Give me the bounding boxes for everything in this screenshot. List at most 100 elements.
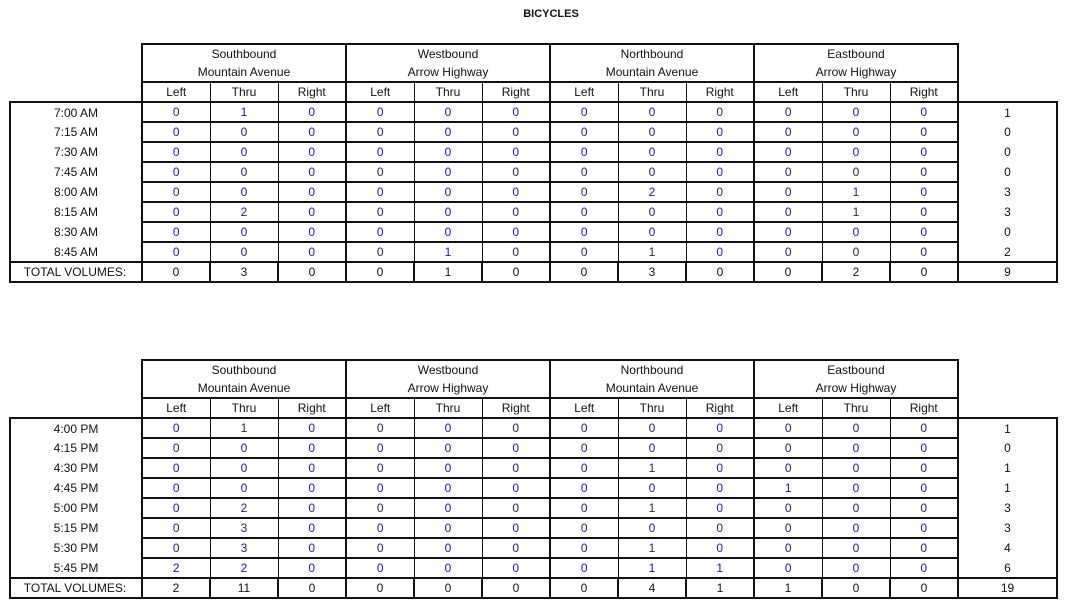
time-label: 7:00 AM (9, 101, 143, 122)
count-cell: 2 (617, 181, 687, 203)
count-cell: 0 (413, 497, 483, 519)
movement-header: Thru (209, 81, 279, 103)
count-cell: 0 (141, 161, 211, 183)
approach-direction: Southbound (211, 363, 277, 377)
count-cell: 0 (821, 141, 891, 163)
count-cell: 0 (889, 417, 959, 439)
count-cell: 0 (549, 201, 619, 223)
count-cell: 0 (549, 417, 619, 439)
count-cell: 0 (277, 161, 347, 183)
approach-header: Eastbound Arrow Highway (753, 43, 959, 83)
count-cell: 0 (617, 141, 687, 163)
table-row: 4:00 PM 0 1 0 0 0 0 0 0 0 0 0 0 1 (9, 417, 1058, 439)
count-cell: 0 (141, 457, 211, 479)
count-cell: 0 (481, 121, 551, 143)
count-cell: 0 (141, 437, 211, 459)
count-cell: 0 (481, 221, 551, 243)
count-cell: 0 (413, 201, 483, 223)
count-cell: 0 (141, 101, 211, 123)
count-cell: 0 (481, 437, 551, 459)
count-cell: 0 (549, 181, 619, 203)
approach-direction: Northbound (620, 363, 684, 377)
count-cell: 0 (821, 101, 891, 123)
approach-direction: Eastbound (827, 47, 885, 61)
count-cell: 0 (753, 121, 823, 143)
approach-header: Eastbound Arrow Highway (753, 359, 959, 399)
total-volume-cell: 4 (617, 577, 687, 599)
count-cell: 0 (685, 121, 755, 143)
approach-header-row: Southbound Mountain Avenue Westbound Arrow … (10, 43, 1057, 83)
count-cell: 0 (549, 557, 619, 579)
count-cell: 0 (685, 221, 755, 243)
time-label: 7:30 AM (9, 142, 143, 162)
count-cell: 0 (821, 517, 891, 539)
count-cell: 0 (141, 241, 211, 263)
count-cell: 0 (277, 537, 347, 559)
row-total: 0 (957, 222, 1058, 242)
total-volume-cell: 2 (821, 261, 891, 283)
count-cell: 0 (141, 417, 211, 439)
movement-header: Left (549, 397, 619, 419)
table-row: 8:15 AM 0 2 0 0 0 0 0 0 0 0 1 0 3 (9, 201, 1058, 223)
count-cell: 0 (481, 537, 551, 559)
count-cell: 1 (617, 537, 687, 559)
total-volume-cell: 0 (481, 577, 551, 599)
total-volume-cell: 0 (277, 577, 347, 599)
movement-header: Right (277, 81, 347, 103)
movement-header: Right (481, 397, 551, 419)
count-cell: 0 (685, 537, 755, 559)
approach-header-row: Southbound Mountain Avenue Westbound Arrow … (10, 359, 1057, 399)
count-cell: 0 (413, 517, 483, 539)
approach-header: Southbound Mountain Avenue (141, 43, 347, 83)
time-label: 4:00 PM (9, 417, 143, 438)
count-cell: 0 (209, 161, 279, 183)
count-cell: 0 (345, 161, 415, 183)
count-cell: 0 (753, 161, 823, 183)
count-cell: 0 (549, 101, 619, 123)
count-cell: 1 (209, 101, 279, 123)
blank-cell (958, 44, 1057, 82)
movement-header: Left (753, 397, 823, 419)
count-cell: 0 (549, 517, 619, 539)
time-label: 4:15 PM (9, 438, 143, 458)
approach-direction: Eastbound (827, 363, 885, 377)
table-row: 4:15 PM 0 0 0 0 0 0 0 0 0 0 0 0 0 (9, 437, 1058, 459)
count-cell: 0 (481, 201, 551, 223)
count-cell: 0 (889, 221, 959, 243)
count-cell: 0 (753, 241, 823, 263)
count-cell: 0 (413, 437, 483, 459)
movement-header: Thru (617, 397, 687, 419)
count-cell: 0 (413, 121, 483, 143)
count-cell: 0 (685, 497, 755, 519)
count-cell: 0 (481, 557, 551, 579)
count-cell: 0 (821, 241, 891, 263)
count-cell: 1 (617, 557, 687, 579)
count-cell: 0 (413, 417, 483, 439)
report-title: BICYCLES (523, 8, 579, 20)
row-total: 0 (957, 438, 1058, 458)
table-row: 4:45 PM 0 0 0 0 0 0 0 0 0 1 0 0 1 (9, 477, 1058, 499)
time-label: 8:30 AM (9, 222, 143, 242)
total-volume-cell: 3 (209, 261, 279, 283)
count-cell: 0 (209, 221, 279, 243)
approach-header: Southbound Mountain Avenue (141, 359, 347, 399)
count-cell: 0 (549, 241, 619, 263)
count-cell: 0 (345, 557, 415, 579)
count-cell: 0 (889, 161, 959, 183)
count-cell: 1 (821, 181, 891, 203)
table-row: 5:30 PM 0 3 0 0 0 0 0 1 0 0 0 0 4 (9, 537, 1058, 559)
count-cell: 0 (753, 141, 823, 163)
row-total: 6 (957, 558, 1058, 578)
table-row: 5:15 PM 0 3 0 0 0 0 0 0 0 0 0 0 3 (9, 517, 1058, 539)
count-cell: 0 (345, 101, 415, 123)
row-total: 1 (957, 478, 1058, 498)
total-volume-cell: 3 (617, 261, 687, 283)
count-cell: 0 (753, 417, 823, 439)
time-label: 5:30 PM (9, 538, 143, 558)
movement-header: Right (277, 397, 347, 419)
count-cell: 0 (277, 497, 347, 519)
count-cell: 0 (413, 457, 483, 479)
count-cell: 0 (345, 477, 415, 499)
am-bicycle-count-table: Southbound Mountain Avenue Westbound Arrow … (9, 43, 1058, 283)
approach-direction: Westbound (417, 47, 479, 61)
